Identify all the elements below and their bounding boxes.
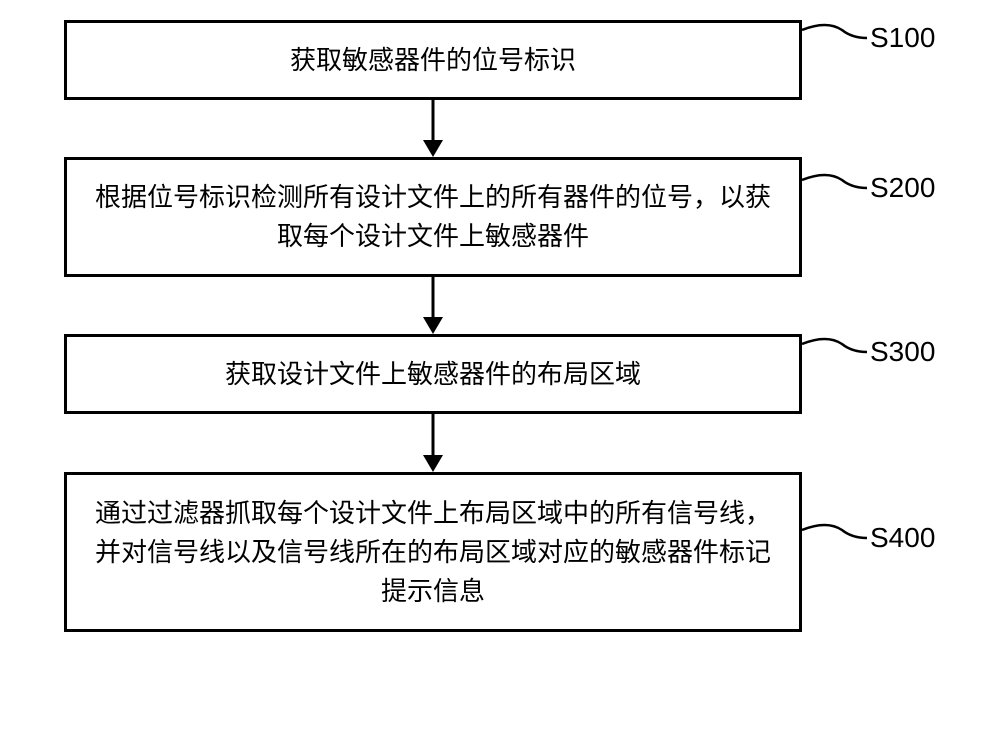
flowchart-arrow bbox=[420, 277, 446, 334]
flowchart-container: 获取敏感器件的位号标识 S100 根据位号标识检测所有设计文件上的所有器件的位号… bbox=[0, 0, 1000, 745]
node-text: 获取敏感器件的位号标识 bbox=[290, 41, 576, 80]
flowchart-node: 获取设计文件上敏感器件的布局区域 bbox=[64, 334, 802, 414]
flowchart-node: 通过过滤器抓取每个设计文件上布局区域中的所有信号线，并对信号线以及信号线所在的布… bbox=[64, 472, 802, 632]
step-label: S300 bbox=[870, 336, 935, 368]
node-text: 根据位号标识检测所有设计文件上的所有器件的位号，以获取每个设计文件上敏感器件 bbox=[87, 178, 779, 256]
flowchart-arrow bbox=[420, 100, 446, 157]
label-connector bbox=[802, 334, 872, 374]
label-connector bbox=[802, 20, 872, 60]
node-text: 获取设计文件上敏感器件的布局区域 bbox=[225, 355, 641, 394]
step-label: S400 bbox=[870, 522, 935, 554]
step-label: S200 bbox=[870, 172, 935, 204]
node-text: 通过过滤器抓取每个设计文件上布局区域中的所有信号线，并对信号线以及信号线所在的布… bbox=[87, 494, 779, 611]
step-label: S100 bbox=[870, 22, 935, 54]
flowchart-arrow bbox=[420, 414, 446, 472]
label-connector bbox=[802, 520, 872, 560]
label-connector bbox=[802, 170, 872, 210]
flowchart-node: 获取敏感器件的位号标识 bbox=[64, 20, 802, 100]
flowchart-node: 根据位号标识检测所有设计文件上的所有器件的位号，以获取每个设计文件上敏感器件 bbox=[64, 157, 802, 277]
